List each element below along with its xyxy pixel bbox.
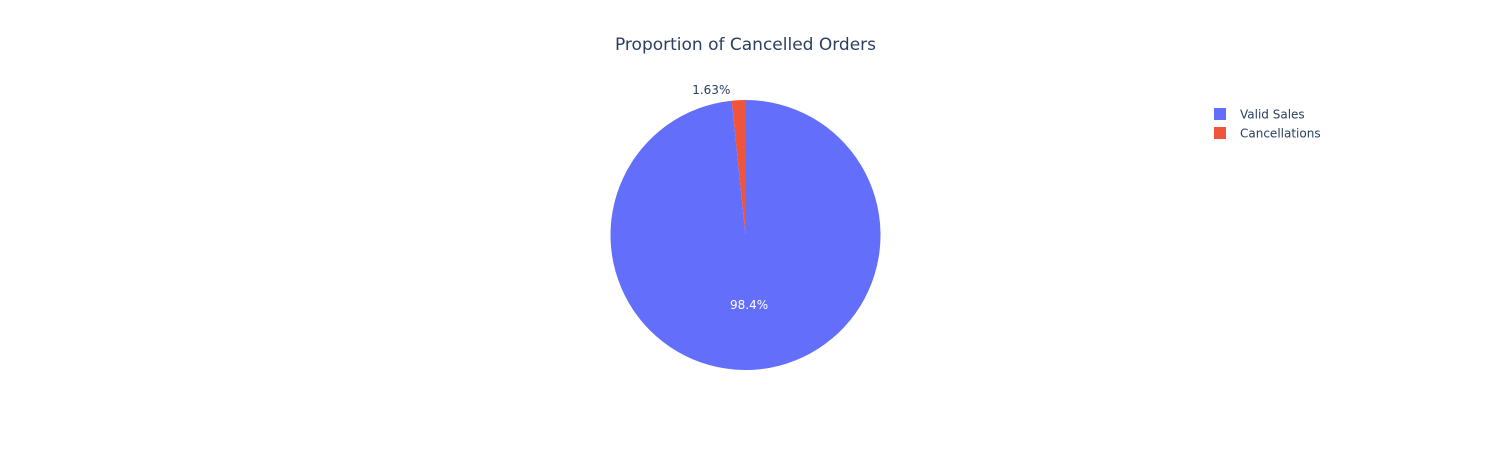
chart-title: Proportion of Cancelled Orders: [615, 35, 876, 55]
slice-label-cancellations: 1.63%: [692, 83, 730, 97]
legend-item-cancellations[interactable]: Cancellations: [1214, 127, 1321, 141]
pie-slices: [610, 100, 881, 370]
legend-label-cancellations: Cancellations: [1240, 127, 1321, 141]
slice-labels: 98.4% 1.63%: [692, 83, 768, 312]
legend: Valid Sales Cancellations: [1214, 108, 1321, 141]
pie-slice-cancellations[interactable]: [731, 100, 746, 235]
legend-swatch-cancellations: [1214, 127, 1226, 139]
legend-label-valid-sales: Valid Sales: [1240, 108, 1305, 122]
slice-label-valid-sales: 98.4%: [730, 298, 768, 312]
legend-item-valid-sales[interactable]: Valid Sales: [1214, 108, 1305, 122]
pie-slice-valid-sales[interactable]: [610, 100, 881, 370]
legend-swatch-valid-sales: [1214, 108, 1226, 120]
